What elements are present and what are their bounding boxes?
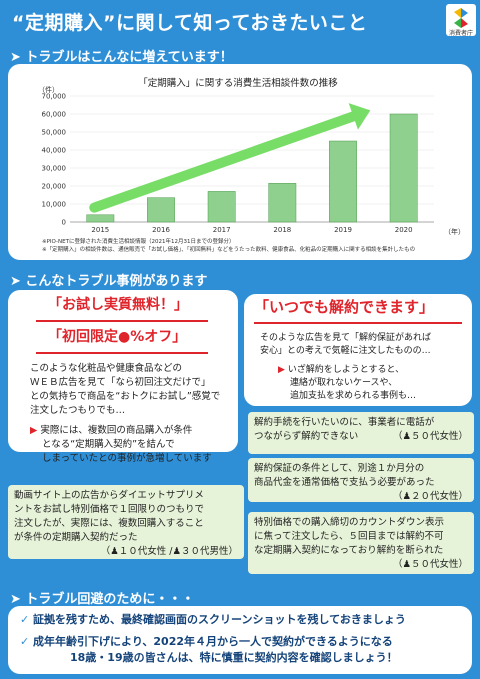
arrow-right-icon: ➤: [10, 274, 26, 289]
x-unit-label: （年）: [444, 227, 465, 236]
case-body-cancel-anytime: そのような広告を見て「解約保証があれば 安心」との考えで気軽に注文したものの…: [260, 333, 432, 356]
bar-2016: [147, 197, 175, 223]
arrow-right-icon: ➤: [10, 50, 26, 65]
y-tick-label: 40,000: [42, 147, 67, 155]
chart-title: 「定期購入」に関する消費生活相談件数の推移: [138, 77, 338, 89]
y-tick-label: 10,000: [42, 201, 67, 209]
complaint-note-1: 解約手続を行いたいのに、事業者に電話が つながらず解約できない （♟５０代女性）: [248, 412, 474, 454]
arrow-right-icon: ➤: [10, 592, 26, 607]
y-tick-label: 70,000: [42, 93, 67, 101]
x-tick-label: 2020: [395, 226, 413, 234]
bar-2018: [268, 183, 297, 223]
complainant-label: （♟１０代女性 /♟３０代男性）: [100, 546, 238, 557]
tips-panel: ✓ 証拠を残すため、最終確認画面のスクリーンショットを残しておきましょう ✓ 成…: [8, 606, 472, 674]
trend-arrow-shaft: [89, 111, 359, 213]
x-tick-label: 2017: [213, 226, 231, 234]
chart-note-2: ※「定期購入」の相談件数は、通信販売で「お試し価格」、「初回無料」などをうたった…: [42, 245, 415, 253]
logo-text: 消費者庁: [448, 30, 473, 37]
section-heading-avoid-trouble: ➤ トラブル回避のために・・・: [10, 592, 195, 607]
y-tick-label: 0: [62, 219, 66, 227]
trend-arrow-head: [348, 103, 371, 130]
case-result-free-trial: ▶ 実際には、複数回の商品購入が条件 となる“定期購入契約”を結んで しまってい…: [30, 425, 212, 464]
case-card-free-trial: 「お試し実質無料！」 「初回限定●%オフ」 このような化粧品や健康食品などの Ｗ…: [8, 290, 238, 464]
case-heading-free-trial: 「お試し実質無料！」: [48, 297, 188, 313]
x-tick-label: 2015: [91, 226, 109, 234]
case-result-cancel-anytime: ▶ いざ解約をしようとすると、 連絡が取れないケースや、 追加支払を求められる事…: [278, 365, 417, 401]
triangle-bullet-icon: ▶: [278, 365, 288, 375]
y-tick-label: 20,000: [42, 183, 67, 191]
divider: [254, 322, 462, 324]
tip-teen-caution: 18歳・19歳の皆さんは、特に慎重に契約内容を確認しましょう！: [70, 651, 398, 664]
page-title: “定期購入”に関して知っておきたいこと: [12, 12, 368, 34]
tip-screenshot: ✓ 証拠を残すため、最終確認画面のスクリーンショットを残しておきましょう: [20, 613, 406, 626]
case-card-cancel-anytime: 「いつでも解約できます」 そのような広告を見て「解約保証があれば 安心」との考え…: [244, 294, 472, 406]
divider: [36, 320, 208, 322]
case-heading-first-time-discount: 「初回限定●%オフ」: [48, 329, 187, 345]
x-tick-label: 2019: [334, 226, 352, 234]
case-body-free-trial: このような化粧品や健康食品などの ＷＥＢ広告を見て「なら初回注文だけで」 との気…: [30, 363, 221, 416]
complainant-label: （♟５０代女性）: [392, 431, 468, 442]
bar-chart: 「定期購入」に関する消費生活相談件数の推移 （件） 0 10,000 20,000 3…: [38, 77, 465, 253]
y-unit-label: （件）: [38, 85, 59, 94]
case-heading-cancel-anytime: 「いつでも解約できます」: [254, 298, 435, 316]
y-tick-label: 60,000: [42, 111, 67, 119]
check-icon: ✓: [20, 613, 34, 626]
complainant-label: （♟２０代女性）: [392, 491, 468, 502]
trend-arrow: [89, 103, 371, 213]
tip-age-of-majority: ✓ 成年年齢引下げにより、2022年４月から一人で契約ができるようになる: [20, 635, 393, 648]
complaint-note-3: 特別価格での購入締切のカウントダウン表示 に焦って注文したら、５回目までは解約不…: [248, 512, 474, 574]
complaint-note-2: 解約保証の条件として、別途１か月分の 商品代金を通常価格で支払う必要があった （…: [248, 458, 474, 502]
y-tick-label: 30,000: [42, 165, 67, 173]
y-tick-label: 50,000: [42, 129, 67, 137]
chart-note-1: ※PIO-NETに登録された消費生活相談情報（2021年12月31日までの登録分…: [42, 237, 234, 245]
bar-2015: [86, 214, 115, 223]
triangle-bullet-icon: ▶: [30, 425, 41, 436]
divider: [36, 352, 208, 354]
chart-panel: 「定期購入」に関する消費生活相談件数の推移 （件） 0 10,000 20,000 3…: [8, 64, 472, 260]
bar-2019: [329, 140, 357, 223]
check-icon: ✓: [20, 635, 34, 648]
agency-logo: 消費者庁: [446, 4, 476, 37]
section-heading-trouble-increase: ➤ トラブルはこんなに増えています！: [10, 50, 233, 65]
x-tick-label: 2018: [273, 226, 291, 234]
x-tick-label: 2016: [152, 226, 170, 234]
complainant-label: （♟５０代女性）: [392, 559, 468, 570]
logo-mark-icon: [454, 8, 468, 28]
section-heading-trouble-cases: ➤ こんなトラブル事例があります: [10, 274, 208, 289]
bar-2020: [389, 113, 418, 223]
bar-2017: [207, 191, 236, 223]
complaint-note-video-ad: 動画サイト上の広告からダイエットサプリメ ントをお試し特別価格で１回限りのつもり…: [8, 485, 244, 559]
